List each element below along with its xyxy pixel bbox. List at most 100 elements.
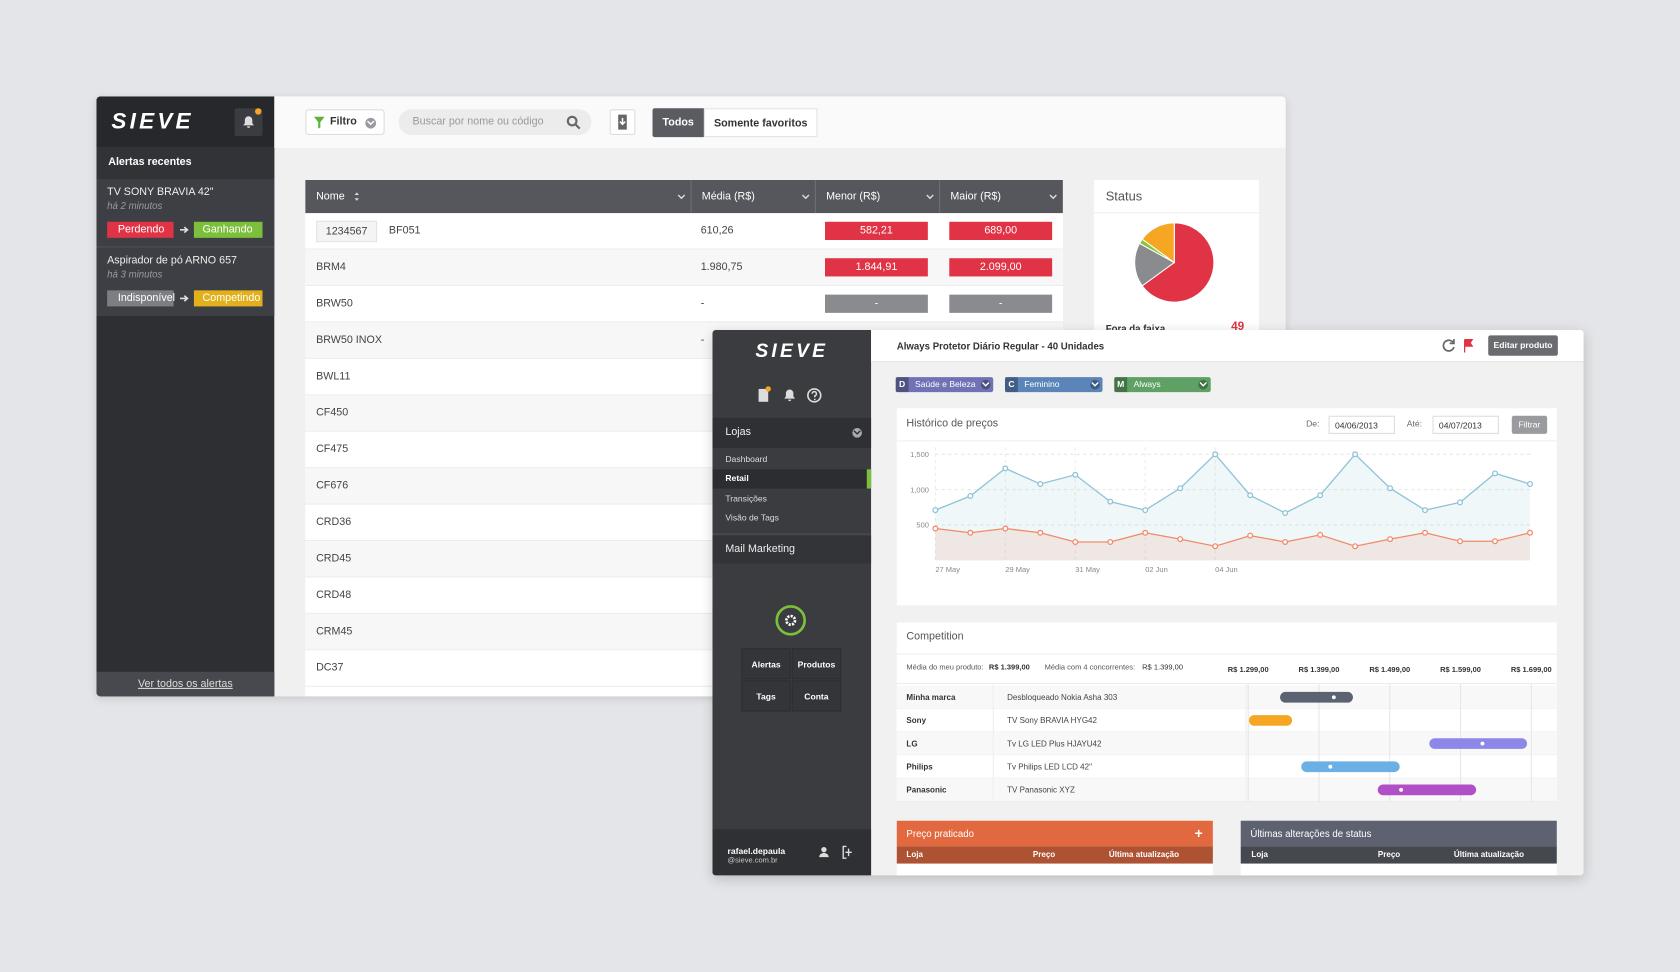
x-tick-label: 04 Jun [1215,565,1238,574]
menu-item[interactable]: Transições [725,493,767,504]
data-point [1352,543,1359,550]
dropdown-circle [1090,379,1100,390]
edit-product-button[interactable]: Editar produto [1488,335,1558,356]
download-arrow [619,117,626,126]
tab[interactable]: Somente favoritos [703,108,818,138]
data-point [1527,480,1534,487]
competition-card: Competition Média do meu produto: R$ 1.399… [896,622,1557,802]
high-price: 689,00 [949,221,1053,241]
search-input[interactable]: Buscar por nome ou código [398,109,592,136]
x-tick-label: 29 May [1005,565,1030,574]
chevron [982,382,990,387]
bell-icon [784,389,796,402]
brand: Minha marca [906,693,956,702]
row-background [896,778,1557,802]
alert-time: há 2 minutos [107,200,163,212]
tag-label: Saúde e Beleza [915,379,976,389]
tag-dropdown [980,379,991,390]
low-price: 582,21 [825,221,928,241]
tag-letter: M [1114,377,1128,393]
product-name: BRW50 [316,297,353,310]
filter-button[interactable]: Filtrar [1511,415,1548,434]
table-row[interactable]: BRM4 1.980,75 1.844,91 2.099,00 [305,249,1063,287]
menu-item[interactable]: Dashboard [725,454,768,464]
all-alerts-link[interactable]: Ver todos os alertas [137,678,233,691]
front-window: SIEVE Lojas Dashboard Retail Transições Visão… [712,330,1584,876]
price-range-bar [1301,761,1400,773]
price-point [1331,695,1336,700]
dropdown-circle [980,379,991,390]
x-tick-label: 02 Jun [1145,565,1168,574]
sidebar: SIEVE Alertas recentes TV SONY BRAVIA 42" h… [96,96,275,697]
panel-header-bar [1240,846,1557,864]
x-tick-label: R$ 1.499,00 [1369,665,1410,674]
column-header[interactable]: Média (R$) [701,190,755,203]
menu-section: Mail Marketing [725,543,796,556]
price-chart: 500 1,000 1,500 27 May 29 May 31 May 02 Jun 04 … [910,447,1534,574]
high-price: 2.099,00 [949,258,1053,277]
data-point [1492,470,1499,477]
product-name: CRD45 [316,552,352,565]
divider [896,653,1557,655]
category-tag[interactable]: M Always [1114,377,1211,393]
series-area [935,528,1531,561]
from-date[interactable]: 04/06/2013 [1328,415,1396,434]
pie-slice [1141,222,1175,264]
menu-section-bar[interactable] [712,417,872,448]
card-title: Competition [906,631,964,643]
average-price: 610,26 [700,225,734,237]
data-point [1107,498,1114,505]
shortcut[interactable]: Conta [791,680,842,712]
category-tag[interactable]: D Saúde e Beleza [895,377,994,393]
tab-active[interactable]: Todos [652,108,704,138]
alerts-heading: Alertas recentes [108,156,192,169]
menu-item[interactable]: Retail [725,473,749,484]
data-point [1247,532,1254,539]
download-button[interactable] [609,109,636,136]
header-icons [354,180,1057,214]
x-tick-label: R$ 1.299,00 [1228,665,1269,674]
profile-head [821,846,827,853]
table-row[interactable]: BRW50 - - - [305,286,1063,323]
x-tick-label: R$ 1.599,00 [1440,665,1481,674]
to-date[interactable]: 04/07/2013 [1432,415,1499,434]
x-tick-label: R$ 1.699,00 [1511,665,1552,674]
alert-from-status: Indisponível [107,290,175,307]
data-point [1457,538,1464,545]
toolbar: Filtro Buscar por nome ou código Todos Some… [274,96,1286,148]
column-header[interactable]: Menor (R$) [826,190,881,203]
product-name: DC37 [316,662,344,674]
filter-button[interactable]: Filtro [305,109,385,136]
alert-product: Aspirador de pó ARNO 657 [107,255,237,267]
price-point [1480,741,1485,746]
data-point [1107,538,1114,545]
category-tag[interactable]: C Feminino [1005,377,1103,393]
dropdown-circle [1198,379,1209,390]
help-glyph [811,390,818,398]
menu-section-bar[interactable] [712,535,872,564]
divider [1093,212,1259,214]
data-point [1352,451,1359,458]
product-name: CRM45 [316,625,353,638]
shortcut[interactable]: Produtos [791,648,842,680]
user-name: rafael.depaula [727,846,786,857]
column-header[interactable]: Maior (R$) [950,190,1001,203]
shortcut[interactable]: Alertas [741,648,791,680]
settings-ring [775,605,806,636]
menu-item[interactable]: Visão de Tags [725,513,779,523]
chevron [1049,194,1057,200]
table-row[interactable]: 1234567 BF051 610,26 582,21 689,00 [305,213,1063,250]
panel-action[interactable]: + [1194,825,1203,842]
shortcut[interactable]: Tags [741,680,791,712]
column-header[interactable]: Nome [316,190,345,203]
row-background [896,685,1557,709]
competition-chart: R$ 1.299,00 R$ 1.399,00 R$ 1.499,00 R$ 1.59… [896,665,1557,802]
panel-title: Últimas alterações de status [1250,828,1372,839]
notifications-button[interactable] [234,108,263,137]
to-label: Até: [1406,418,1423,429]
chevron [1199,382,1207,387]
help-icon [807,388,822,403]
from-label: De: [1306,418,1320,429]
data-point [1002,525,1009,532]
